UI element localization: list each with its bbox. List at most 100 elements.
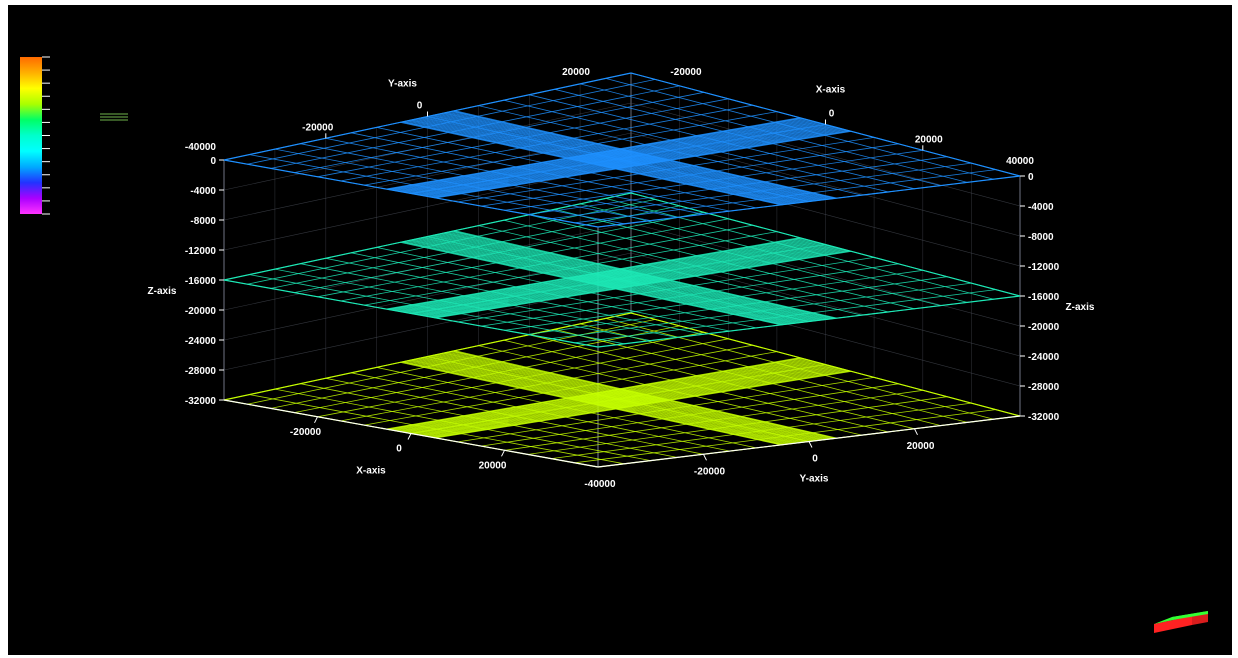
mesh-gridline — [389, 118, 804, 191]
mesh-gridline — [317, 218, 729, 298]
mesh-gridline — [396, 360, 811, 432]
x-axis-title-front: X-axis — [356, 466, 386, 477]
front-y-tick — [914, 428, 918, 436]
mesh-gridline — [430, 249, 846, 318]
z-tick-label-left: -12000 — [185, 246, 217, 257]
mesh-gridline — [247, 79, 656, 165]
mesh-gridline — [412, 124, 828, 195]
mesh-gridline — [457, 377, 875, 443]
mesh-gridline — [391, 358, 806, 431]
mesh-gridline — [400, 121, 815, 192]
mesh-gridline — [407, 363, 822, 434]
z-tick-label-right: -20000 — [1028, 322, 1060, 333]
z-tick-label-right: 0 — [1028, 172, 1034, 183]
mesh-gridline — [407, 123, 822, 194]
mesh-gridline — [400, 361, 815, 432]
mesh-gridline — [398, 360, 813, 432]
mesh-layer — [223, 312, 1021, 468]
mesh-gridline — [393, 239, 808, 311]
front-x-tick-label: -20000 — [290, 427, 322, 438]
mesh-gridline — [428, 249, 845, 318]
mesh-gridline — [403, 122, 819, 193]
mesh-gridline — [423, 127, 839, 197]
back-right-corner-label: 40000 — [1006, 156, 1034, 167]
z-tick-label-right: -4000 — [1028, 202, 1054, 213]
y-axis-title-front: Y-axis — [800, 474, 829, 485]
mesh-border — [223, 312, 632, 401]
mesh-border — [223, 192, 632, 281]
mesh-gridline — [574, 409, 996, 464]
3d-plot-canvas[interactable]: 0 0 -4000 -4000 -8000 -8000 -12000 -12000 -16000… — [8, 5, 1232, 655]
mesh-layers — [223, 72, 1021, 468]
mesh-gridline — [389, 358, 804, 431]
mesh-gridline — [387, 357, 802, 430]
mesh-gridline — [409, 123, 824, 194]
mesh-gridline — [270, 85, 680, 169]
mesh-gridline — [432, 130, 848, 198]
mesh-border — [223, 159, 599, 228]
z-tick-label-left: -32000 — [185, 396, 217, 407]
orientation-cube-icon[interactable] — [1154, 611, 1208, 633]
mesh-gridline — [527, 156, 948, 215]
mesh-gridline — [426, 368, 843, 437]
mesh-gridline — [416, 245, 832, 315]
z-tick-label-left: -28000 — [185, 366, 217, 377]
front-y-tick-label: 0 — [812, 454, 818, 465]
z-tick-label-right: -24000 — [1028, 352, 1060, 363]
mesh-gridline — [340, 104, 753, 182]
mesh-gridline — [428, 369, 845, 438]
mesh-gridline — [394, 119, 809, 191]
mesh-gridline — [405, 242, 821, 313]
mesh-gridline — [391, 118, 806, 191]
z-axis-title-right: Z-axis — [1066, 302, 1095, 313]
mesh-border — [597, 175, 1021, 228]
cube-top-ridge — [1172, 611, 1208, 620]
mesh-border — [597, 295, 1021, 348]
cube-side-front — [1154, 616, 1192, 633]
mesh-gridline — [402, 361, 817, 433]
3d-viewport[interactable]: 0 0 -4000 -4000 -8000 -8000 -12000 -12000 -16000… — [8, 5, 1232, 655]
mesh-gridline — [386, 117, 800, 190]
mesh-gridline — [481, 383, 899, 447]
mesh-gridline — [426, 128, 843, 197]
mesh-gridline — [294, 91, 704, 173]
mesh-gridline — [364, 351, 777, 426]
back-left-tick-label: -20000 — [302, 122, 334, 133]
back-top-tick-label: 20000 — [562, 67, 590, 78]
mesh-gridline — [481, 143, 899, 207]
front-y-tick — [808, 441, 813, 448]
mesh-gridline — [435, 370, 852, 439]
front-x-tick-label: 0 — [396, 444, 402, 455]
mesh-gridline — [416, 365, 832, 435]
mesh-gridline — [418, 126, 833, 196]
back-left-tick-label: 0 — [417, 101, 423, 112]
front-x-tick-label: 20000 — [479, 460, 507, 471]
mesh-gridline — [419, 126, 835, 196]
back-top-tick-label: -20000 — [670, 67, 702, 78]
mesh-gridline — [402, 241, 817, 313]
mesh-gridline — [410, 364, 826, 434]
z-tick-label-right: -12000 — [1028, 262, 1060, 273]
mesh-gridline — [405, 362, 821, 433]
mesh-gridline — [294, 211, 704, 293]
mesh-gridline — [426, 248, 843, 317]
mesh-gridline — [416, 125, 832, 195]
back-right-tick-label: 20000 — [915, 134, 943, 145]
z-tick-label-left: -24000 — [185, 336, 217, 347]
mesh-gridline — [428, 129, 845, 198]
mesh-gridline — [574, 289, 996, 344]
mesh-gridline — [410, 244, 826, 314]
mesh-gridline — [434, 370, 850, 438]
mesh-gridline — [527, 396, 948, 455]
front-y-tick — [703, 454, 707, 461]
z-tick-label-right: -28000 — [1028, 382, 1060, 393]
mesh-gridline — [270, 205, 680, 289]
mesh-gridline — [423, 247, 839, 317]
mesh-gridline — [504, 389, 923, 451]
front-corner-label: -40000 — [584, 479, 616, 490]
z-tick-label-right: -32000 — [1028, 412, 1060, 423]
mesh-gridline — [432, 250, 848, 318]
mesh-gridline — [435, 250, 852, 319]
z-tick-label-right: -8000 — [1028, 232, 1054, 243]
mesh-gridline — [391, 238, 806, 311]
